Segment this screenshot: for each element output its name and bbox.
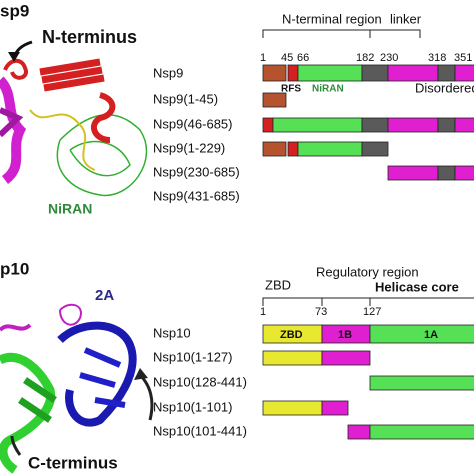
- construct-label: Nsp10: [153, 325, 191, 340]
- position-label: 66: [297, 52, 309, 64]
- position-label: 1: [260, 306, 266, 318]
- construct-label: Nsp9: [153, 65, 183, 80]
- construct-label: Nsp9(1-45): [153, 91, 218, 106]
- region-label: N-terminal region: [282, 11, 382, 26]
- domain-bars: [262, 324, 474, 440]
- position-label: 230: [380, 52, 398, 64]
- structure-label: N-terminus: [42, 27, 137, 47]
- domain-label: 1A: [424, 329, 438, 341]
- domain-label: Disordered region: [415, 80, 474, 95]
- region-label: ZBD: [265, 277, 291, 292]
- structure-label: C-terminus: [28, 453, 118, 472]
- construct-label: Nsp10(101-441): [153, 423, 247, 438]
- construct-label: Nsp9(230-685): [153, 164, 240, 179]
- position-label: 182: [356, 52, 374, 64]
- construct-label: Nsp9(431-685): [153, 188, 240, 203]
- panel-label: sp9: [0, 1, 29, 20]
- position-label: 318: [428, 52, 446, 64]
- construct-label: Nsp10(1-101): [153, 399, 233, 414]
- domain-label: NiRAN: [312, 84, 344, 95]
- construct-label: Nsp10(1-127): [153, 349, 233, 364]
- nsp9-structure: [0, 40, 148, 197]
- structure-label: 2A: [95, 287, 114, 304]
- domain-bars: [262, 64, 474, 181]
- nsp10-structure: [0, 303, 154, 474]
- construct-label: Nsp9(46-685): [153, 116, 233, 131]
- construct-label: Nsp9(1-229): [153, 140, 225, 155]
- region-bracket: [262, 297, 474, 306]
- construct-label: Nsp10(128-441): [153, 374, 247, 389]
- position-label: 1: [260, 52, 266, 64]
- domain-label: RFS: [281, 84, 301, 95]
- domain-label: ZBD: [280, 329, 303, 341]
- region-bracket: [262, 29, 421, 38]
- domain-label: 1B: [338, 329, 352, 341]
- region-label: linker: [390, 11, 422, 26]
- region-label: Regulatory region: [316, 264, 419, 279]
- position-label: 351: [454, 52, 472, 64]
- position-label: 127: [363, 306, 381, 318]
- structure-label: NiRAN: [48, 201, 92, 217]
- panel-label: p10: [0, 259, 29, 278]
- position-label: 45: [281, 52, 293, 64]
- region-label: Helicase core: [375, 279, 459, 294]
- position-label: 73: [315, 306, 327, 318]
